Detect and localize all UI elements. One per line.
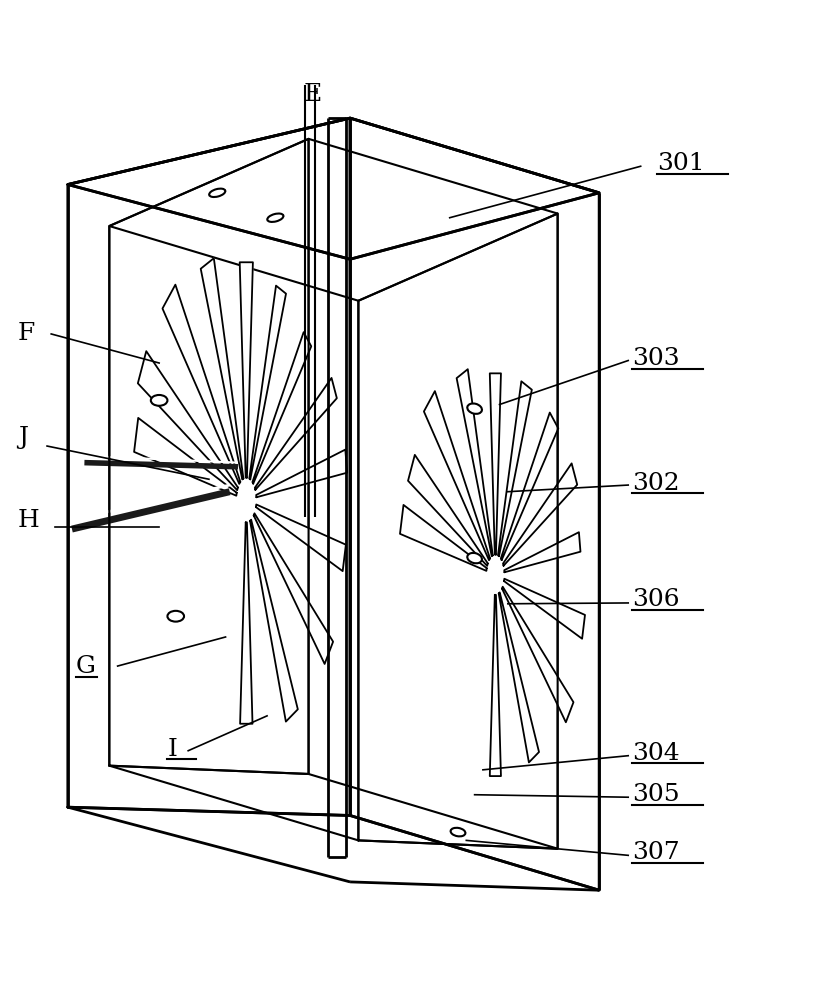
Text: G: G: [76, 655, 96, 678]
Polygon shape: [408, 455, 488, 566]
Text: 302: 302: [632, 472, 680, 495]
Ellipse shape: [451, 828, 466, 836]
Text: H: H: [18, 509, 40, 532]
Polygon shape: [424, 391, 490, 560]
Ellipse shape: [167, 611, 184, 622]
Polygon shape: [67, 118, 350, 815]
Text: F: F: [18, 322, 35, 345]
Ellipse shape: [267, 214, 283, 222]
Ellipse shape: [467, 553, 482, 563]
Text: 301: 301: [657, 152, 705, 175]
Polygon shape: [502, 587, 573, 722]
Polygon shape: [456, 369, 493, 556]
Polygon shape: [499, 592, 539, 762]
Polygon shape: [162, 285, 241, 484]
Polygon shape: [498, 381, 531, 556]
Polygon shape: [137, 351, 238, 490]
Text: E: E: [303, 83, 322, 106]
Polygon shape: [240, 522, 252, 724]
Polygon shape: [201, 258, 243, 479]
Text: 304: 304: [632, 742, 680, 765]
Polygon shape: [490, 595, 501, 776]
Polygon shape: [350, 118, 599, 890]
Polygon shape: [490, 373, 501, 555]
Polygon shape: [257, 450, 347, 497]
Polygon shape: [252, 332, 312, 484]
Polygon shape: [134, 418, 237, 496]
Text: J: J: [18, 426, 28, 449]
Polygon shape: [254, 513, 333, 664]
Text: I: I: [167, 738, 177, 761]
Polygon shape: [504, 579, 585, 639]
Polygon shape: [504, 532, 581, 572]
Polygon shape: [256, 504, 346, 571]
Ellipse shape: [151, 395, 167, 406]
Text: 306: 306: [632, 588, 680, 611]
Polygon shape: [250, 520, 298, 722]
Text: 305: 305: [632, 783, 680, 806]
Text: 303: 303: [632, 347, 680, 370]
Text: 307: 307: [632, 841, 680, 864]
Polygon shape: [240, 262, 253, 478]
Polygon shape: [503, 463, 577, 566]
Polygon shape: [249, 286, 286, 479]
Polygon shape: [255, 378, 337, 490]
Polygon shape: [501, 413, 558, 560]
Polygon shape: [67, 118, 599, 259]
Ellipse shape: [209, 189, 225, 197]
Polygon shape: [400, 505, 486, 571]
Ellipse shape: [467, 403, 482, 414]
